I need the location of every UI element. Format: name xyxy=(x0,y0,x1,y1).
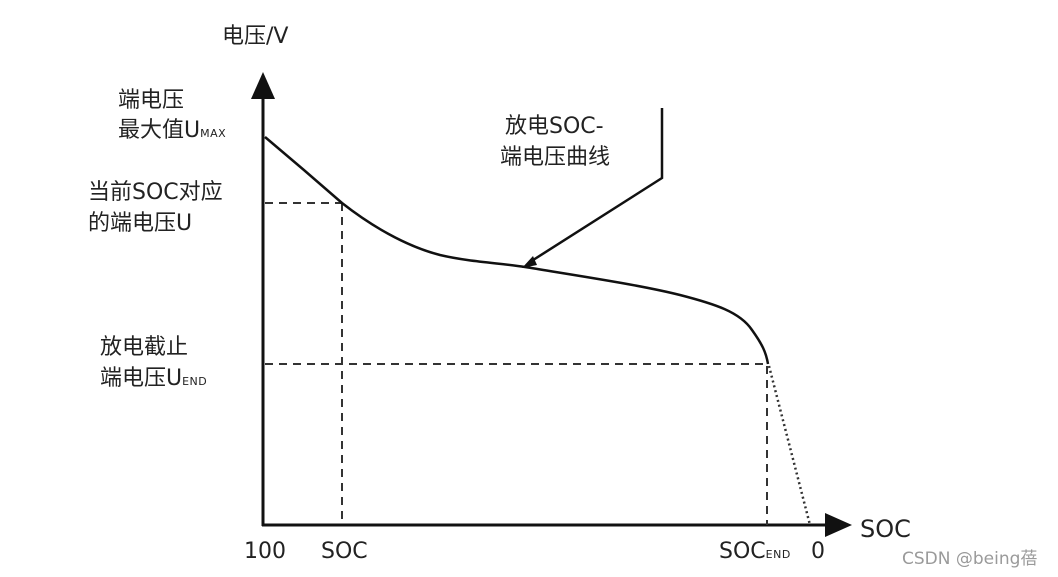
u-label-line2: 的端电压U xyxy=(88,211,193,236)
umax-label-line1: 端电压 xyxy=(118,88,185,113)
watermark: CSDN @being蓓 xyxy=(902,549,1038,569)
uend-label-sub: END xyxy=(182,375,208,388)
umax-label-main: 最大值U xyxy=(118,118,201,143)
uend-label-line2: 端电压UEND xyxy=(100,364,207,397)
x-axis-title: SOC xyxy=(860,515,911,543)
callout-label-line1: 放电SOC- xyxy=(505,114,604,139)
callout-pointer xyxy=(529,108,664,264)
u-label-line1: 当前SOC对应 xyxy=(88,180,223,205)
umax-label-line2: 最大值UMAX xyxy=(118,116,226,149)
x-tick-socend-main: SOC xyxy=(719,539,766,564)
x-tick-socend: SOCEND xyxy=(719,537,791,570)
callout-label-line2: 端电压曲线 xyxy=(500,145,611,170)
extrapolation-dotted xyxy=(767,365,812,526)
callout-arrowhead xyxy=(522,256,537,268)
x-tick-soc: SOC xyxy=(321,539,368,564)
x-tick-100: 100 xyxy=(244,539,286,564)
y-axis-title: 电压/V xyxy=(222,24,289,49)
umax-label-sub: MAX xyxy=(200,127,227,140)
x-tick-0: 0 xyxy=(811,539,825,564)
uend-label-main: 端电压U xyxy=(100,366,183,391)
uend-label-line1: 放电截止 xyxy=(100,335,189,360)
x-tick-socend-sub: END xyxy=(765,548,791,561)
